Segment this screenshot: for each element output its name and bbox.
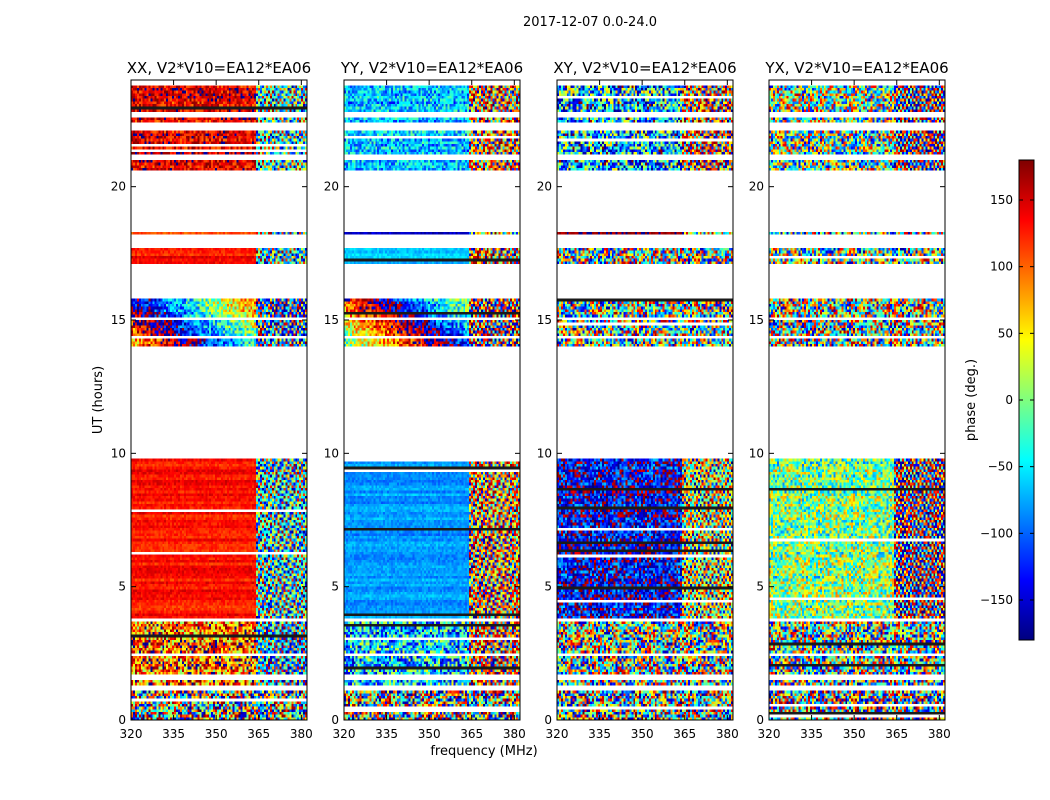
y-tick-label: 0: [756, 713, 764, 727]
x-tick-label: 350: [205, 727, 228, 741]
axes-frame: [768, 79, 946, 721]
axes-frame: [343, 79, 521, 721]
colorbar-tick-label: −100: [980, 526, 1013, 540]
colorbar: 150 100 50 0 −50 −100 −150 phase (deg.): [964, 159, 1035, 641]
phase-image: [769, 80, 945, 720]
x-tick-label: 380: [503, 727, 526, 741]
x-tick-label: 380: [290, 727, 313, 741]
y-tick-label: 0: [331, 713, 339, 727]
panel-xx: XX, V2*V10=EA12*EA06 320 335 350 365 380 0 5 10 1…: [111, 59, 313, 741]
y-tick-label: 5: [544, 580, 552, 594]
x-tick-label: 350: [631, 727, 654, 741]
x-tick-label: 335: [800, 727, 823, 741]
panel-xy: XY, V2*V10=EA12*EA06 320 335 350 365 380 0 5 10 1…: [537, 59, 739, 741]
y-tick-label: 10: [749, 446, 764, 460]
phase-image: [557, 80, 733, 720]
colorbar-tick-label: 100: [990, 260, 1013, 274]
figure-suptitle: 2017-12-07 0.0-24.0: [523, 15, 657, 30]
x-tick-label: 335: [162, 727, 185, 741]
panel-yy: YY, V2*V10=EA12*EA06 320 335 350 365 380 0 5 10 1…: [324, 59, 526, 741]
panel-title: XX, V2*V10=EA12*EA06: [127, 59, 311, 77]
panel-yx: YX, V2*V10=EA12*EA06 320 335 350 365 380 0 5 10 1…: [749, 59, 951, 741]
y-tick-label: 20: [749, 180, 764, 194]
y-tick-label: 0: [544, 713, 552, 727]
y-tick-label: 20: [324, 180, 339, 194]
x-tick-label: 380: [716, 727, 739, 741]
x-tick-label: 335: [588, 727, 611, 741]
y-tick-label: 10: [324, 446, 339, 460]
x-tick-label: 380: [928, 727, 951, 741]
y-axis-label: UT (hours): [91, 366, 106, 434]
x-tick-label: 365: [673, 727, 696, 741]
y-tick-label: 20: [111, 180, 126, 194]
y-tick-label: 5: [756, 580, 764, 594]
y-tick-label: 15: [324, 313, 339, 327]
x-tick-label: 320: [758, 727, 781, 741]
panel-title: XY, V2*V10=EA12*EA06: [553, 59, 736, 77]
phase-image: [344, 80, 520, 720]
y-tick-label: 10: [111, 446, 126, 460]
colorbar-label: phase (deg.): [964, 359, 979, 441]
x-tick-label: 320: [333, 727, 356, 741]
colorbar-tick-label: −50: [988, 460, 1013, 474]
phase-image: [131, 80, 307, 720]
y-tick-label: 15: [749, 313, 764, 327]
y-tick-label: 15: [537, 313, 552, 327]
x-tick-label: 350: [418, 727, 441, 741]
axes-frame: [130, 79, 308, 721]
colorbar-tick-label: −150: [980, 593, 1013, 607]
y-tick-label: 5: [331, 580, 339, 594]
y-tick-label: 5: [118, 580, 126, 594]
y-tick-label: 0: [118, 713, 126, 727]
x-axis-label: frequency (MHz): [430, 744, 537, 759]
x-tick-label: 320: [120, 727, 143, 741]
panel-title: YX, V2*V10=EA12*EA06: [764, 59, 948, 77]
colorbar-tick-label: 150: [990, 193, 1013, 207]
x-tick-label: 365: [460, 727, 483, 741]
x-tick-label: 365: [247, 727, 270, 741]
colorbar-tick-label: 50: [998, 326, 1013, 340]
x-tick-label: 350: [843, 727, 866, 741]
panel-title: YY, V2*V10=EA12*EA06: [340, 59, 523, 77]
x-tick-label: 365: [885, 727, 908, 741]
y-tick-label: 10: [537, 446, 552, 460]
axes-frame: [556, 79, 734, 721]
x-tick-label: 335: [375, 727, 398, 741]
y-tick-label: 15: [111, 313, 126, 327]
x-tick-label: 320: [546, 727, 569, 741]
y-tick-label: 20: [537, 180, 552, 194]
colorbar-tick-label: 0: [1005, 393, 1013, 407]
